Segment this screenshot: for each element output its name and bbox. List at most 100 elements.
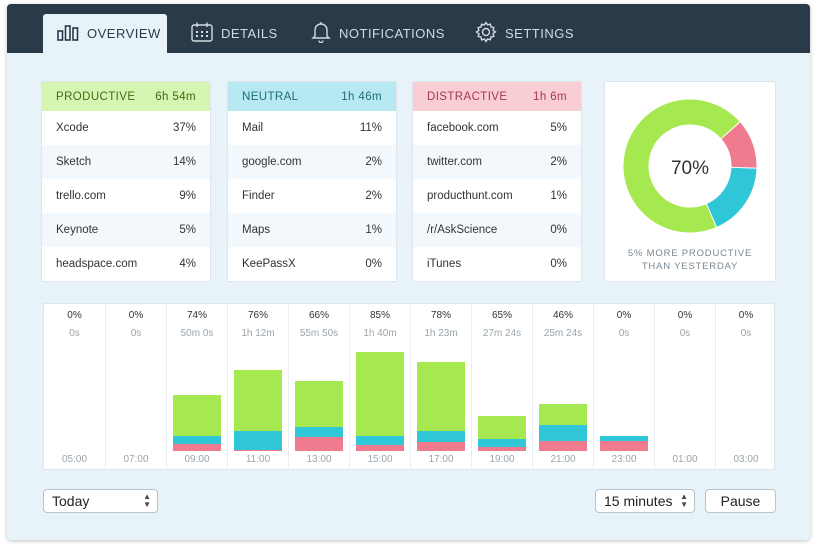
timeline-percent: 0%	[616, 310, 632, 321]
tab-details-label: DETAILS	[221, 26, 278, 41]
app-pct: 4%	[179, 258, 196, 270]
app-name: /r/AskScience	[427, 224, 498, 236]
timeline-column[interactable]: 46% 25m 24s 21:00	[532, 304, 593, 469]
list-item[interactable]: /r/AskScience 0%	[413, 213, 581, 247]
bar-segment-neutral	[356, 436, 404, 445]
bar-segment-distractive	[600, 441, 648, 451]
app-name: Mail	[242, 122, 264, 134]
timeline-column[interactable]: 0% 0s 03:00	[715, 304, 776, 469]
app-pct: 5%	[550, 122, 567, 134]
list-item[interactable]: Xcode 37%	[42, 111, 210, 145]
timeline-column[interactable]: 0% 0s 23:00	[593, 304, 654, 469]
timeline-percent: 0%	[677, 310, 693, 321]
pause-button[interactable]: Pause	[705, 489, 776, 513]
app-pct: 5%	[179, 224, 196, 236]
app-name: Maps	[242, 224, 271, 236]
bar-segment-productive	[295, 381, 343, 427]
bar-segment-distractive	[539, 441, 587, 451]
distractive-total: 1h 6m	[533, 90, 567, 103]
neutral-total: 1h 46m	[341, 90, 382, 103]
bar-segment-neutral	[295, 427, 343, 437]
date-select-value: Today	[52, 493, 90, 509]
bar-segment-productive	[234, 370, 282, 431]
timeline-column[interactable]: 76% 1h 12m 11:00	[227, 304, 288, 469]
list-item[interactable]: Finder 2%	[228, 179, 396, 213]
timeline-column[interactable]: 0% 0s 05:00	[44, 304, 105, 469]
app-name: producthunt.com	[427, 190, 513, 202]
timeline-hour-label: 01:00	[672, 454, 698, 465]
bell-icon	[311, 21, 339, 46]
bar-segment-neutral	[173, 436, 221, 444]
neutral-header: NEUTRAL 1h 46m	[228, 82, 396, 111]
tab-settings[interactable]: SETTINGS	[475, 14, 574, 53]
timeline-column[interactable]: 74% 50m 0s 09:00	[166, 304, 227, 469]
productive-header: PRODUCTIVE 6h 54m	[42, 82, 210, 111]
list-item[interactable]: google.com 2%	[228, 145, 396, 179]
list-item[interactable]: Keynote 5%	[42, 213, 210, 247]
app-name: Sketch	[56, 156, 92, 168]
neutral-card: NEUTRAL 1h 46m Mail 11% google.com 2% Find…	[227, 81, 397, 282]
timeline-column[interactable]: 65% 27m 24s 19:00	[471, 304, 532, 469]
app-pct: 1%	[365, 224, 382, 236]
bar-segment-productive	[478, 416, 526, 439]
timeline-bar	[478, 416, 526, 451]
list-item[interactable]: Mail 11%	[228, 111, 396, 145]
date-select[interactable]: Today ▲ ▼	[43, 489, 158, 513]
timeline-duration: 0s	[69, 328, 80, 339]
tab-notifications[interactable]: NOTIFICATIONS	[311, 14, 445, 53]
app-name: facebook.com	[427, 122, 499, 134]
timeline-hour-label: 21:00	[550, 454, 576, 465]
comparison-caption-line1: 5% MORE PRODUCTIVE	[627, 248, 753, 259]
timeline-column[interactable]: 78% 1h 23m 17:00	[410, 304, 471, 469]
timeline-column[interactable]: 85% 1h 40m 15:00	[349, 304, 410, 469]
timeline-column[interactable]: 0% 0s 07:00	[105, 304, 166, 469]
tab-bar: OVERVIEW DETAILS NOTIFICATIONS SETTINGS	[7, 4, 810, 53]
productive-total: 6h 54m	[155, 90, 196, 103]
timeline-bar	[356, 352, 404, 451]
app-name: twitter.com	[427, 156, 482, 168]
bar-segment-productive	[173, 395, 221, 436]
donut-slice-distractive	[720, 120, 758, 169]
timeline-bar	[173, 395, 221, 451]
timeline-duration: 0s	[740, 328, 752, 339]
list-item[interactable]: Maps 1%	[228, 213, 396, 247]
timeline-duration: 0s	[618, 328, 630, 339]
productivity-percent: 70%	[671, 158, 709, 179]
tab-overview[interactable]: OVERVIEW	[43, 14, 167, 53]
app-pct: 2%	[365, 190, 382, 202]
bar-segment-neutral	[478, 439, 526, 447]
timeline-percent: 66%	[308, 310, 329, 321]
timeline-hour-label: 23:00	[611, 454, 637, 465]
tab-notifications-label: NOTIFICATIONS	[339, 26, 445, 41]
timeline-duration: 0s	[679, 328, 691, 339]
list-item[interactable]: trello.com 9%	[42, 179, 210, 213]
bar-segment-productive	[356, 352, 404, 436]
app-name: Xcode	[56, 122, 89, 134]
timeline-hour-label: 07:00	[123, 454, 149, 465]
timeline-column[interactable]: 0% 0s 01:00	[654, 304, 715, 469]
app-name: google.com	[242, 156, 302, 168]
timeline-percent: 0%	[738, 310, 754, 321]
interval-select[interactable]: 15 minutes ▲ ▼	[595, 489, 695, 513]
timeline-percent: 78%	[430, 310, 451, 321]
timeline-hour-label: 17:00	[428, 454, 454, 465]
tab-details[interactable]: DETAILS	[191, 14, 278, 53]
app-pct: 2%	[550, 156, 567, 168]
list-item[interactable]: twitter.com 2%	[413, 145, 581, 179]
bar-segment-productive	[417, 362, 465, 431]
productive-title: PRODUCTIVE	[56, 90, 136, 103]
list-item[interactable]: facebook.com 5%	[413, 111, 581, 145]
list-item[interactable]: headspace.com 4%	[42, 247, 210, 281]
list-item[interactable]: producthunt.com 1%	[413, 179, 581, 213]
timeline-column[interactable]: 66% 55m 50s 13:00	[288, 304, 349, 469]
distractive-card: DISTRACTIVE 1h 6m facebook.com 5% twitter…	[412, 81, 582, 282]
timeline-hour-label: 13:00	[306, 454, 332, 465]
donut-slice-productive	[622, 98, 741, 234]
list-item[interactable]: Sketch 14%	[42, 145, 210, 179]
list-item[interactable]: KeePassX 0%	[228, 247, 396, 281]
app-name: trello.com	[56, 190, 106, 202]
bar-segment-distractive	[417, 442, 465, 451]
bar-segment-productive	[539, 404, 587, 425]
list-item[interactable]: iTunes 0%	[413, 247, 581, 281]
interval-select-value: 15 minutes	[604, 493, 673, 509]
